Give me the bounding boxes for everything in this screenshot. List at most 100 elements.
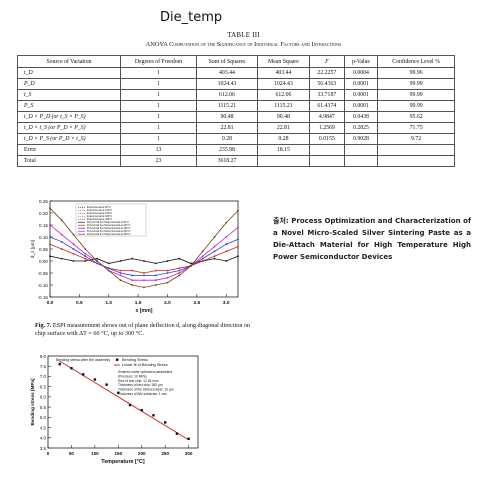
table-cell: 4.9847	[308, 111, 345, 123]
table-cell: 0.0001	[343, 89, 379, 101]
x-tick-label: 0.0	[47, 300, 54, 306]
legend-label: Experimental at 100°C	[87, 209, 112, 212]
data-point	[154, 284, 157, 286]
data-point	[225, 221, 228, 224]
data-point	[237, 245, 239, 248]
table-cell: t_S	[17, 89, 121, 101]
table-cell: 0.0001	[343, 78, 379, 90]
table-cell	[256, 155, 310, 167]
data-point	[237, 238, 239, 241]
x-axis-label: x [mm]	[135, 308, 152, 314]
y-tick-label: 5.0	[40, 415, 47, 420]
data-point	[117, 391, 120, 394]
x-tick-label: 0.5	[76, 300, 83, 306]
data-point	[140, 408, 143, 412]
table-cell: t_D	[17, 67, 121, 79]
y-axis-label: d_z [μm]	[30, 240, 36, 259]
table-row: t_D × t_S (or P_D × P_S) 1 22.81 22.81 1.256…	[17, 122, 455, 134]
table-cell: 0.0438	[343, 111, 379, 123]
chart-note: Thickness of the sintered layer: 10 μm	[118, 388, 174, 392]
table-cell: 403.44	[256, 67, 310, 79]
data-point	[213, 236, 216, 238]
data-point	[131, 257, 134, 260]
data-point	[119, 279, 122, 282]
data-point	[143, 286, 145, 289]
data-point	[131, 284, 134, 286]
data-point	[201, 250, 204, 253]
legend-swatch	[116, 358, 119, 361]
table-header-row: Source of Variation Degrees of Freedom S…	[17, 55, 455, 68]
table-cell: 22.2257	[308, 67, 345, 79]
figure-label: Fig. 7.	[35, 322, 52, 329]
table-cell: 612.06	[256, 89, 310, 101]
y-tick-label: 6.5	[40, 384, 47, 389]
data-point	[84, 252, 87, 255]
table-cell: 90.48	[196, 111, 258, 123]
legend-label: Bending Stress	[122, 358, 148, 362]
table-cell: 23	[119, 155, 198, 167]
data-point	[60, 240, 63, 243]
data-point	[213, 245, 216, 248]
table-row: t_D 1 403.44 403.44 22.2257 0.0004 99.96	[17, 67, 455, 79]
table-cell: 1115.21	[256, 100, 310, 112]
data-point	[131, 269, 134, 272]
table-cell: 18.15	[256, 144, 310, 156]
data-point	[81, 373, 85, 376]
y-tick-label: 0.20	[39, 211, 48, 216]
data-point	[96, 262, 98, 265]
data-point	[60, 257, 63, 260]
table-label: TABLE III	[227, 31, 260, 39]
table-cell: 13	[119, 144, 198, 156]
table-cell: 9.72	[377, 133, 455, 145]
x-tick-label: 1.0	[105, 300, 112, 306]
data-point	[96, 257, 98, 260]
table-cell: 1	[119, 89, 198, 101]
table-cell: 1115.21	[196, 100, 258, 112]
data-point	[175, 432, 179, 435]
table-cell: t_D × t_S (or P_D × P_S)	[17, 122, 121, 134]
data-point	[143, 274, 145, 277]
table-cell: 99.99	[377, 89, 455, 101]
table-cell: 90.48	[256, 111, 310, 123]
data-point	[128, 403, 132, 407]
x-tick-label: 150	[114, 451, 122, 456]
data-point	[166, 272, 169, 274]
table-cell: 95.62	[377, 111, 455, 123]
data-point	[49, 243, 51, 246]
data-point	[178, 272, 181, 274]
data-point	[72, 248, 75, 250]
table-cell	[308, 144, 345, 156]
legend-label: Experimental at 200°C	[87, 215, 112, 218]
table-cell: 22.81	[256, 122, 310, 134]
y-tick-label: 7.5	[40, 364, 47, 369]
table-cell: 0.0155	[308, 133, 345, 145]
chart-note: Thickness of test chip: 380 μm	[118, 383, 163, 387]
data-point	[163, 421, 167, 424]
table-row: Total 23 3618.27	[17, 155, 455, 167]
table-caption: ANOVA Computation of the Significance of…	[145, 41, 342, 48]
table-cell: 1024.43	[196, 78, 258, 90]
data-point	[84, 255, 87, 258]
data-point	[131, 274, 134, 277]
data-point	[154, 262, 157, 265]
table-cell	[377, 144, 455, 156]
data-point	[143, 279, 145, 282]
data-point	[178, 269, 181, 272]
table-cell: Total	[17, 155, 121, 167]
data-point	[70, 367, 73, 370]
table-cell: 0.28	[196, 133, 258, 145]
y-tick-label: -0.05	[38, 271, 49, 276]
data-point	[72, 260, 75, 262]
data-point	[213, 250, 216, 253]
x-axis-label: Temperature [°C]	[101, 459, 145, 465]
data-point	[178, 274, 181, 277]
source-note: 출처: Process Optimization and Characteriz…	[273, 217, 471, 261]
table-cell: 1.2569	[308, 122, 345, 134]
table-header: Mean Square	[256, 55, 310, 68]
data-point	[119, 274, 122, 277]
table-cell	[343, 155, 379, 167]
table-cell: 33.7187	[308, 89, 345, 101]
table-header: Sum of Squares	[196, 55, 258, 68]
data-point	[84, 260, 87, 262]
legend-label: Polynomial fit of Experimental at 200°C	[87, 230, 131, 233]
